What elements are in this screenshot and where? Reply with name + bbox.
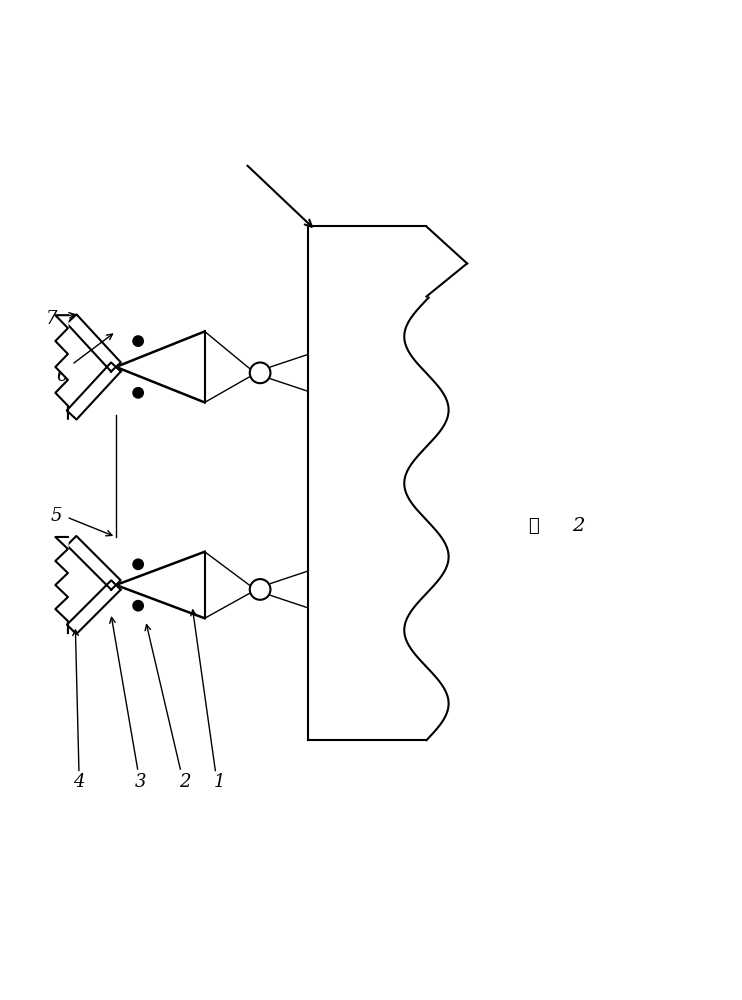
Text: 2: 2 [572,517,584,535]
Polygon shape [56,537,68,633]
Circle shape [133,336,143,346]
Text: 図: 図 [528,517,539,535]
Circle shape [133,601,143,611]
Text: 7: 7 [46,310,57,328]
Text: 3: 3 [134,773,146,791]
Text: 2: 2 [179,773,191,791]
Circle shape [133,559,143,569]
Text: 4: 4 [73,773,85,791]
Circle shape [250,363,271,383]
Polygon shape [67,362,121,420]
Polygon shape [67,536,121,590]
Polygon shape [67,314,121,371]
Text: 5: 5 [51,507,62,525]
Text: 6: 6 [56,367,68,385]
Polygon shape [67,580,121,634]
Circle shape [250,579,271,600]
Polygon shape [56,315,68,419]
Text: 1: 1 [214,773,226,791]
Circle shape [133,388,143,398]
